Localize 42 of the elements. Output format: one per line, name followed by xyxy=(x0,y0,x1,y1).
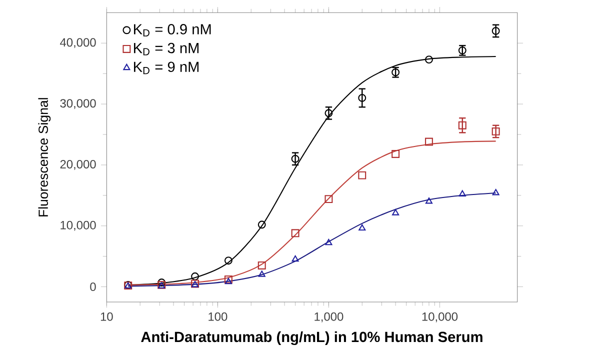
point xyxy=(324,195,333,204)
point xyxy=(458,121,466,130)
point xyxy=(358,94,366,102)
line-series xyxy=(128,192,496,287)
point xyxy=(325,238,332,246)
point xyxy=(158,278,166,286)
y-tick-label: 40,000 xyxy=(60,38,96,48)
point xyxy=(292,255,299,262)
legend-label: K$_{D}$ = 3 nM xyxy=(134,42,199,56)
point xyxy=(224,275,232,284)
point xyxy=(392,150,400,158)
x-tick-label: 10 xyxy=(100,312,113,321)
point xyxy=(358,171,366,180)
point xyxy=(258,220,266,229)
point xyxy=(358,224,366,231)
x-tick-label: 100 xyxy=(208,312,228,321)
legend-label: K$_{D}$ = 0.9 nM xyxy=(134,24,211,36)
point xyxy=(492,188,500,196)
point xyxy=(392,209,400,216)
point xyxy=(492,26,500,35)
x-tick-label: 1,000 xyxy=(314,312,344,322)
point xyxy=(258,261,266,270)
y-axis-title: Fluorescence Signal xyxy=(38,98,51,216)
point xyxy=(424,138,433,146)
point xyxy=(191,272,200,280)
x-tick-label: 10,000 xyxy=(422,312,458,322)
point xyxy=(458,190,466,196)
point xyxy=(291,154,300,163)
point xyxy=(258,270,266,277)
point xyxy=(291,229,300,238)
point xyxy=(425,198,433,204)
y-tick-label: 20,000 xyxy=(60,160,96,170)
x-axis-title: Anti-Daratumumab (ng/mL) in 10% Human Serum xyxy=(141,331,482,346)
point xyxy=(224,256,232,265)
point xyxy=(324,109,333,118)
point xyxy=(224,278,232,284)
legend-label: K$_{D}$ = 9 nM xyxy=(134,62,199,74)
y-tick-label: 30,000 xyxy=(60,99,96,109)
y-tick-label: 10,000 xyxy=(60,220,96,231)
point xyxy=(492,127,500,136)
point xyxy=(424,56,433,64)
y-tick-label: 0 xyxy=(90,282,96,292)
